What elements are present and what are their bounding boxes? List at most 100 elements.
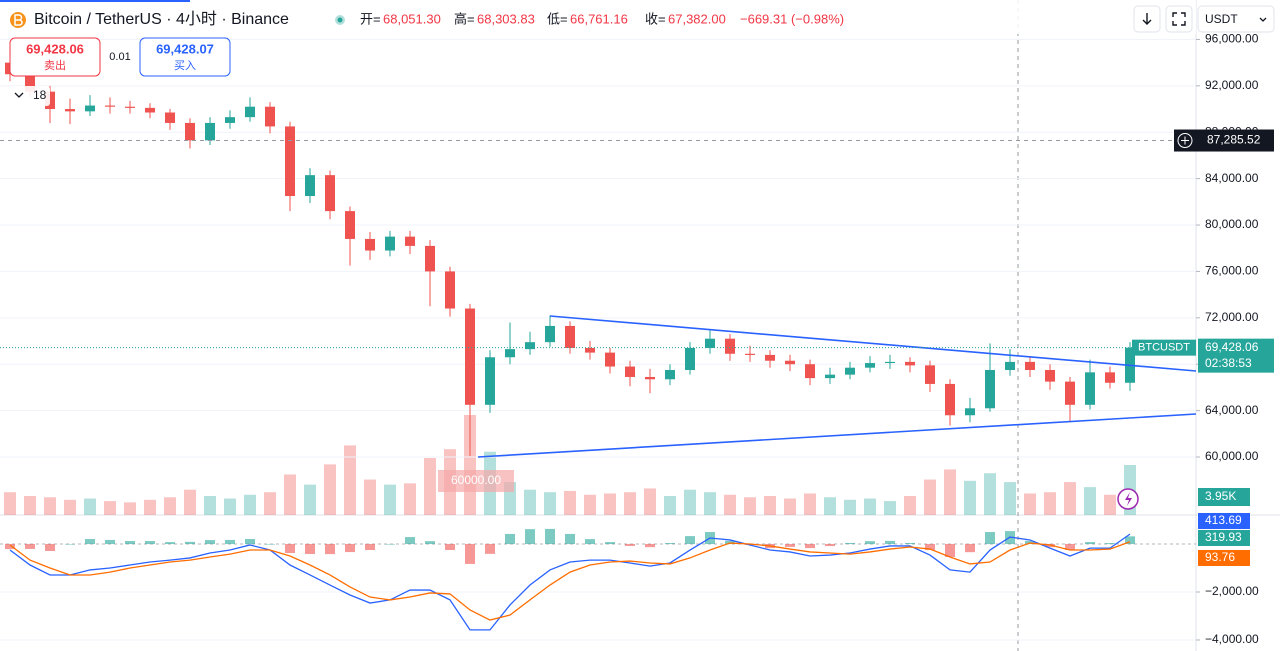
indicators-count: 18 bbox=[33, 88, 47, 102]
macd-histogram-bar bbox=[245, 538, 255, 545]
buy-button[interactable] bbox=[139, 37, 231, 77]
sell-price: 69,428.06 bbox=[26, 41, 84, 56]
last-price-label: 69,428.06 bbox=[1205, 340, 1259, 354]
macd-histogram-bar bbox=[85, 538, 95, 545]
countdown-label: 02:38:53 bbox=[1205, 356, 1252, 370]
macd-histogram-bar bbox=[145, 541, 155, 545]
candle-body bbox=[105, 105, 115, 107]
macd-histogram-bar bbox=[185, 541, 195, 545]
trendline-upper[interactable] bbox=[549, 315, 1197, 372]
header-bg bbox=[0, 0, 1196, 34]
volume-bar bbox=[884, 501, 896, 515]
candle-body bbox=[605, 352, 615, 367]
candle-body bbox=[725, 338, 735, 354]
candle-body bbox=[1005, 361, 1015, 371]
macd-histogram-bar bbox=[465, 544, 475, 564]
symbol-title[interactable]: Bitcoin / TetherUS · 4小时 · Binance bbox=[34, 10, 289, 28]
candle-body bbox=[845, 367, 855, 375]
candle-body bbox=[225, 117, 235, 123]
symbol-icon-glyph bbox=[14, 14, 23, 26]
volume-bar bbox=[1044, 492, 1056, 515]
macd-histogram-bar bbox=[945, 544, 955, 557]
crosshair-box bbox=[1174, 129, 1274, 152]
volume-bar bbox=[384, 484, 396, 515]
fullscreen-button[interactable] bbox=[1165, 5, 1193, 33]
spread: 0.01 bbox=[109, 51, 130, 63]
candle-body bbox=[325, 175, 335, 212]
volume-bar bbox=[4, 492, 16, 515]
candle-body bbox=[645, 376, 655, 380]
volume-bar bbox=[824, 497, 836, 515]
currency-chevron bbox=[1259, 17, 1267, 22]
macd-histogram-bar bbox=[385, 544, 395, 545]
macd-histogram-bar bbox=[105, 539, 115, 545]
download-icon bbox=[1142, 13, 1152, 25]
candle-body bbox=[285, 126, 295, 197]
volume-bar bbox=[944, 469, 956, 515]
candle-body bbox=[885, 361, 895, 364]
indicators-chevron bbox=[14, 92, 24, 98]
sell-button[interactable] bbox=[9, 37, 101, 77]
volume-bar bbox=[344, 445, 356, 515]
candles-layer bbox=[5, 53, 1135, 631]
y-tick-label: 92,000.00 bbox=[1205, 78, 1259, 92]
macd-histogram-bar bbox=[625, 544, 635, 546]
macd-histogram-bar bbox=[1065, 544, 1075, 551]
last-price-box bbox=[1198, 338, 1274, 373]
macd-histogram-bar bbox=[305, 544, 315, 554]
candle-body bbox=[85, 105, 95, 112]
candle-body bbox=[685, 347, 695, 371]
candle-body bbox=[465, 308, 475, 405]
crosshair-add-icon bbox=[1177, 133, 1193, 149]
grid-layer bbox=[0, 38, 1200, 641]
candle-body bbox=[145, 107, 155, 113]
macd-histogram-bar bbox=[1125, 536, 1135, 545]
volume-bar bbox=[604, 493, 616, 515]
macd-histogram-bar bbox=[785, 544, 795, 547]
candle-body bbox=[345, 211, 355, 239]
volume-bar bbox=[224, 498, 236, 515]
candle-body bbox=[985, 370, 995, 409]
y-tick-label: 84,000.00 bbox=[1205, 171, 1259, 185]
candle-body bbox=[765, 354, 775, 361]
macd-value-label: 319.93 bbox=[1205, 530, 1242, 544]
candle-body bbox=[745, 353, 755, 355]
crosshair-add-glyph bbox=[1181, 136, 1189, 145]
candle-body bbox=[945, 383, 955, 416]
indicators-toggle[interactable] bbox=[10, 86, 50, 106]
close-label: 收= bbox=[645, 11, 666, 26]
sell-label: 卖出 bbox=[44, 58, 66, 72]
macd-histogram-bar bbox=[205, 540, 215, 545]
volume-bar bbox=[784, 498, 796, 515]
candle-body bbox=[365, 238, 375, 251]
market-status[interactable] bbox=[337, 17, 343, 23]
macd-histogram-bar bbox=[485, 544, 495, 554]
macd-histogram-bar bbox=[365, 544, 375, 551]
candle-body bbox=[705, 338, 715, 348]
macd-histogram-bar bbox=[505, 533, 515, 545]
macd-histogram-bar bbox=[645, 544, 655, 548]
candle-body bbox=[925, 365, 935, 384]
currency-select[interactable] bbox=[1197, 5, 1275, 33]
volume-layer bbox=[4, 415, 1136, 515]
volume-bar bbox=[104, 501, 116, 515]
volume-bar bbox=[1084, 487, 1096, 515]
trendline-lower[interactable] bbox=[477, 413, 1197, 458]
volume-bar bbox=[744, 497, 756, 515]
macd-histogram-bar bbox=[965, 544, 975, 553]
macd-histogram-bar bbox=[525, 529, 535, 545]
trendline-label-box bbox=[438, 470, 514, 492]
high-label: 高= bbox=[454, 11, 475, 26]
candle-body bbox=[405, 236, 415, 246]
volume-bar bbox=[724, 494, 736, 515]
macd-histogram-bar bbox=[845, 542, 855, 545]
candle-body bbox=[1065, 381, 1075, 405]
macd-histogram-bar bbox=[125, 541, 135, 545]
volume-bar bbox=[324, 464, 336, 515]
macd-histogram-bar bbox=[805, 544, 815, 549]
signal-line bbox=[9, 541, 1131, 621]
volume-bar bbox=[544, 492, 556, 515]
volume-bar bbox=[904, 496, 916, 515]
change-value: −669.31 (−0.98%) bbox=[740, 11, 844, 26]
macd-histogram-bar bbox=[445, 544, 455, 551]
